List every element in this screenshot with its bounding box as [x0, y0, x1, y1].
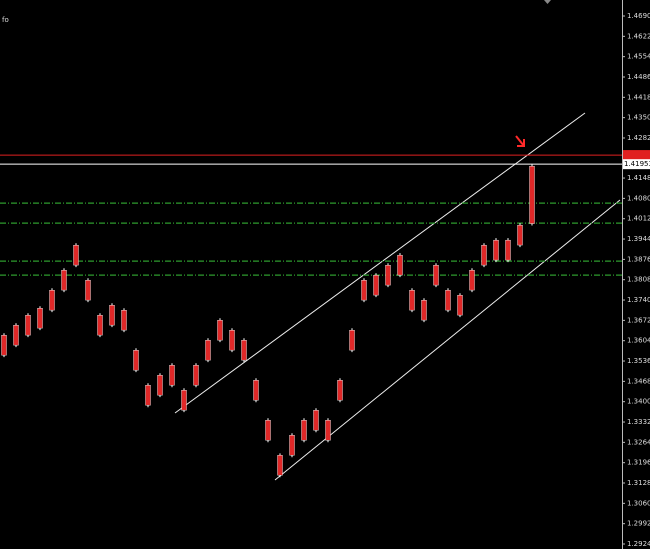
header-text: fo — [2, 16, 9, 24]
price-bar — [49, 290, 55, 311]
price-bar — [445, 290, 451, 311]
price-bar — [301, 420, 307, 441]
shift-marker — [544, 0, 551, 4]
price-bar — [169, 365, 175, 386]
price-bar — [517, 224, 523, 246]
price-bar — [265, 420, 271, 441]
price-bar — [397, 254, 403, 276]
price-bar — [493, 239, 499, 261]
price-bar — [241, 340, 247, 361]
price-bar — [133, 350, 139, 371]
y-tick-label: 1.42829 — [627, 134, 650, 142]
price-bar — [529, 165, 535, 224]
price-bar — [109, 305, 115, 326]
y-tick-label: 1.37409 — [627, 296, 650, 304]
y-tick-label: 1.35369 — [627, 357, 650, 365]
y-tick-label: 1.29929 — [627, 520, 650, 528]
y-tick-label: 1.40809 — [627, 194, 650, 202]
price-bar — [277, 455, 283, 476]
y-tick-label: 1.39449 — [627, 235, 650, 243]
price-bar — [349, 330, 355, 351]
price-bar — [385, 264, 391, 286]
y-tick-label: 1.44189 — [627, 93, 650, 101]
price-bar — [97, 315, 103, 336]
y-tick-label: 1.34689 — [627, 377, 650, 385]
price-bar — [481, 244, 487, 266]
y-tick-label: 1.33329 — [627, 418, 650, 426]
price-bar — [205, 340, 211, 361]
price-bar — [73, 244, 79, 266]
y-tick-label: 1.41489 — [627, 174, 650, 182]
y-tick-label: 1.40129 — [627, 215, 650, 223]
price-bar — [61, 269, 67, 291]
alert-label-box — [623, 150, 650, 161]
price-bar — [13, 325, 19, 346]
price-bar — [217, 320, 223, 341]
y-tick-label: 1.31969 — [627, 459, 650, 467]
price-bar — [121, 310, 127, 331]
price-bar — [25, 315, 31, 336]
y-tick-label: 1.44869 — [627, 73, 650, 81]
price-bar — [313, 410, 319, 431]
current-price-label: 1.41953 — [624, 160, 650, 168]
y-tick-label: 1.30609 — [627, 499, 650, 507]
price-bar — [361, 280, 367, 301]
y-tick-label: 1.46909 — [627, 12, 650, 20]
price-bar — [409, 290, 415, 311]
price-bar — [1, 335, 7, 356]
price-bar — [289, 435, 295, 456]
arrow — [515, 135, 525, 147]
price-bar — [469, 269, 475, 291]
price-bar — [373, 275, 379, 296]
price-bar — [193, 365, 199, 386]
channel-lower — [274, 199, 621, 481]
y-tick-label: 1.29249 — [627, 540, 650, 548]
y-tick-label: 1.34009 — [627, 398, 650, 406]
y-tick-label: 1.38089 — [627, 276, 650, 284]
y-tick-label: 1.36049 — [627, 337, 650, 345]
y-tick-label: 1.38769 — [627, 255, 650, 263]
y-tick-label: 1.46229 — [627, 32, 650, 40]
price-bar — [337, 380, 343, 401]
price-bar — [37, 308, 43, 329]
price-bar — [157, 375, 163, 396]
y-tick-label: 1.32649 — [627, 438, 650, 446]
y-tick-label: 1.45549 — [627, 53, 650, 61]
price-bar — [181, 390, 187, 411]
y-tick-label: 1.43509 — [627, 114, 650, 122]
price-bar — [253, 380, 259, 401]
current-price-box — [623, 159, 650, 170]
price-bar — [229, 330, 235, 351]
y-tick-label: 1.31289 — [627, 479, 650, 487]
price-bar — [145, 385, 151, 406]
price-bar — [433, 264, 439, 286]
y-tick-label: 1.36729 — [627, 316, 650, 324]
price-bar — [421, 300, 427, 321]
price-bar — [457, 295, 463, 316]
price-bar — [325, 420, 331, 441]
channel-upper — [174, 112, 586, 414]
price-bar — [505, 239, 511, 261]
price-bar — [85, 280, 91, 301]
